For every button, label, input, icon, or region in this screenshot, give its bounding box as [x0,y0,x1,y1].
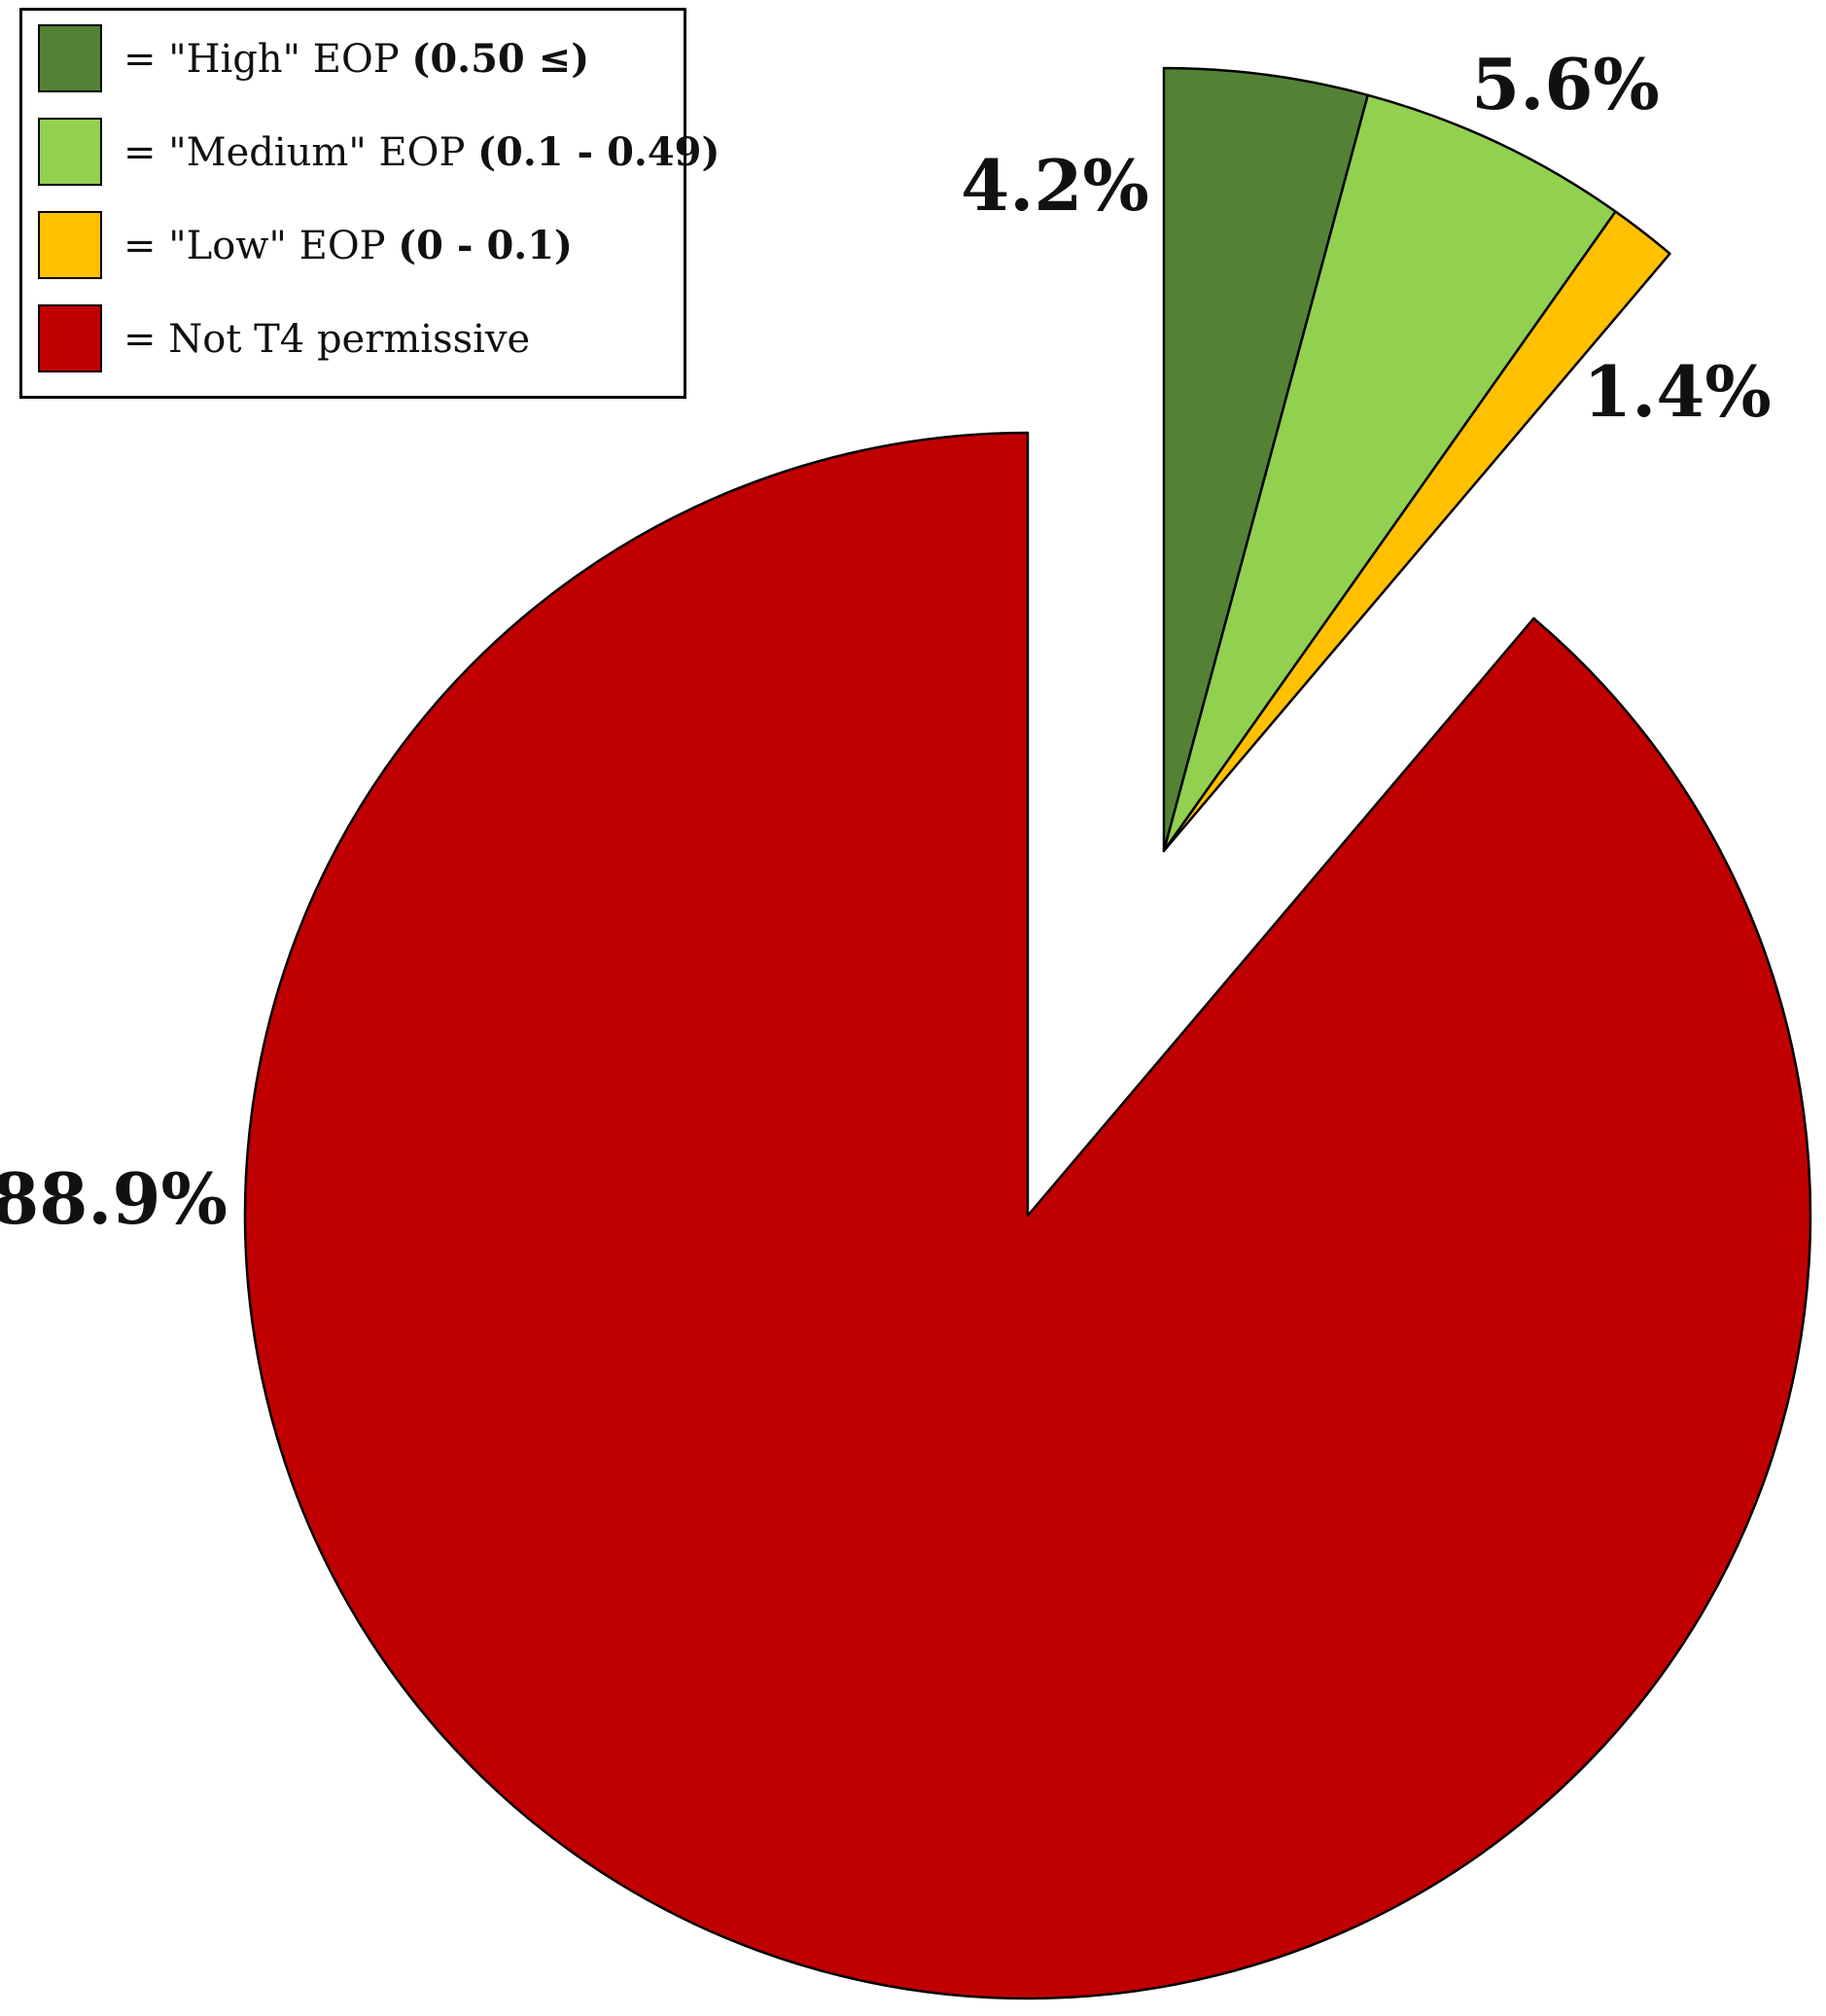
legend: = "High" EOP (0.50 ≤) = "Medium" EOP (0.… [19,8,720,399]
legend-label-high: = "High" EOP (0.50 ≤) [123,36,590,82]
pie-slices [243,66,1812,2000]
pie-label-low: 1.4% [1583,350,1772,433]
legend-label-low: = "Low" EOP (0 - 0.1) [123,223,573,268]
legend-swatch-not-t4 [38,304,102,372]
pie-slice-low [1162,210,1671,853]
legend-label-not-t4: = Not T4 permissive [123,317,531,362]
pie-slice-high [1162,66,1370,853]
pie-label-high: 4.2% [961,144,1149,227]
pie-labels: 4.2% 5.6% 1.4% 88.9% [0,43,1772,1240]
legend-swatch-high [38,24,102,92]
pie-slice-nott4 [243,431,1812,2000]
legend-swatch-low [38,211,102,279]
legend-label-medium: = "Medium" EOP (0.1 - 0.49) [123,129,720,175]
pie-label-medium: 5.6% [1471,43,1660,125]
pie-label-nott4: 88.9% [0,1157,228,1240]
pie-slice-medium [1162,93,1617,853]
legend-swatch-medium [38,118,102,186]
